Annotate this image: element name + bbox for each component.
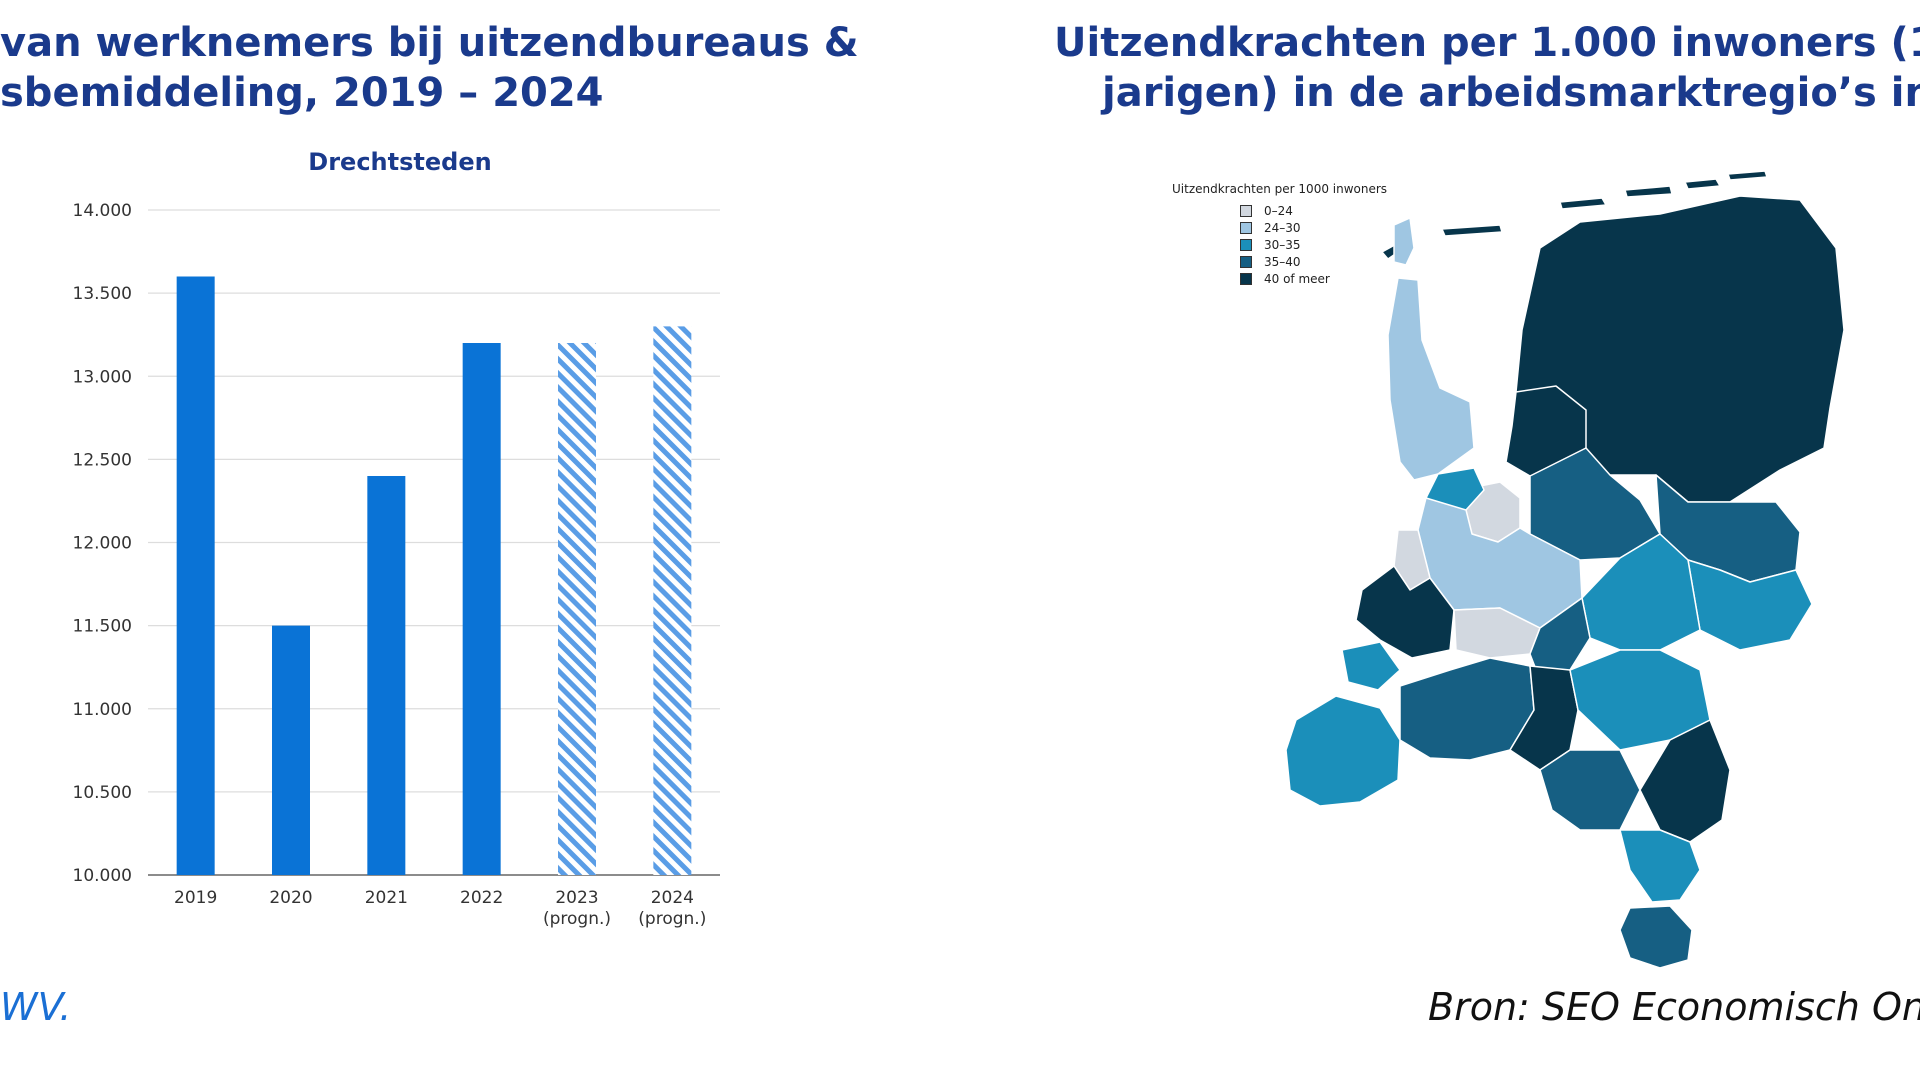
y-tick-label: 12.000 xyxy=(73,534,132,554)
left-heading-line-1: van werknemers bij uitzendbureaus & xyxy=(0,20,859,66)
legend-label: 30–35 xyxy=(1264,237,1301,252)
netherlands-region-map xyxy=(1285,170,1845,969)
legend-swatch-35-40 xyxy=(1240,255,1252,268)
legend-item-40-plus: 40 of meer xyxy=(1172,270,1387,287)
x-tick-label: 2021 xyxy=(365,888,408,908)
legend-label: 35–40 xyxy=(1264,254,1301,269)
legend-label: 24–30 xyxy=(1264,220,1301,235)
x-tick-sublabel: (progn.) xyxy=(543,909,611,929)
legend-title: Uitzendkrachten per 1000 inwoners xyxy=(1172,182,1388,196)
x-tick-label: 2023 xyxy=(555,888,598,908)
categories-layer: 2019 2020 2021 2022 2023(progn.)2024(progn.) xyxy=(174,888,706,929)
legend-label: 40 of meer xyxy=(1264,271,1330,286)
right-heading-line-2: jarigen) in de arbeidsmarktregio’s in xyxy=(1102,70,1920,116)
y-tick-label: 13.000 xyxy=(73,367,132,387)
map-zeeland xyxy=(1285,641,1401,807)
map-south-east-brabant xyxy=(1539,749,1641,831)
bars-layer xyxy=(176,276,692,875)
right-source-text: Bron: SEO Economisch Onde xyxy=(1428,985,1920,1029)
legend-item-35-40: 35–40 xyxy=(1172,253,1387,270)
map-south-limburg xyxy=(1619,905,1693,969)
y-tick-label: 10.000 xyxy=(73,866,132,886)
x-tick-label: 2019 xyxy=(174,888,217,908)
bar-2022 xyxy=(462,343,501,875)
bar-forecast-2024 xyxy=(653,326,692,875)
right-heading-line-1: Uitzendkrachten per 1.000 inwoners (1 xyxy=(1054,20,1920,66)
map-achterhoek xyxy=(1687,559,1813,651)
map-middle-limburg xyxy=(1619,829,1701,903)
y-tick-label: 11.000 xyxy=(73,700,132,720)
ticks-layer: 10.000 10.500 11.000 11.500 12.000 12.500 13.0… xyxy=(73,201,132,886)
x-tick-label: 2020 xyxy=(269,888,312,908)
left-source-text: WV. xyxy=(0,985,72,1029)
y-tick-label: 12.500 xyxy=(73,450,132,470)
chart-title: Drechtsteden xyxy=(308,148,491,176)
y-tick-label: 13.500 xyxy=(73,284,132,304)
map-north-holland xyxy=(1387,277,1475,481)
legend-swatch-0-24 xyxy=(1240,204,1252,217)
map-north-limburg xyxy=(1639,719,1731,843)
map-wadden-islands xyxy=(1381,170,1768,260)
y-tick-label: 14.000 xyxy=(73,201,132,221)
legend-swatch-24-30 xyxy=(1240,221,1252,234)
legend-item-0-24: 0–24 xyxy=(1172,202,1387,219)
map-legend: Uitzendkrachten per 1000 inwoners 0–24 2… xyxy=(1172,182,1387,287)
left-chart-heading: van werknemers bij uitzendbureaus & sbem… xyxy=(0,18,859,118)
legend-label: 0–24 xyxy=(1264,203,1293,218)
x-tick-label: 2022 xyxy=(460,888,503,908)
legend-swatch-40-plus xyxy=(1240,272,1252,285)
map-gelderland-south xyxy=(1581,533,1701,651)
right-map-heading: Uitzendkrachten per 1.000 inwoners (1 ja… xyxy=(1054,18,1920,118)
bar-2021 xyxy=(367,476,406,875)
bar-2019 xyxy=(176,276,215,875)
legend-item-30-35: 30–35 xyxy=(1172,236,1387,253)
map-texel xyxy=(1393,217,1415,266)
x-tick-label: 2024 xyxy=(651,888,694,908)
y-tick-label: 10.500 xyxy=(73,783,132,803)
legend-swatch-30-35 xyxy=(1240,238,1252,251)
legend-item-24-30: 24–30 xyxy=(1172,219,1387,236)
left-heading-line-2: sbemiddeling, 2019 – 2024 xyxy=(0,70,604,116)
bar-chart: Drechtsteden 10.000 10.500 11.000 11.500 12.… xyxy=(73,148,720,929)
map-rijnmond xyxy=(1355,565,1455,659)
y-tick-label: 11.500 xyxy=(73,617,132,637)
grid-layer xyxy=(148,209,720,876)
x-tick-sublabel: (progn.) xyxy=(638,909,706,929)
bar-2020 xyxy=(272,625,310,875)
bar-forecast-2023 xyxy=(558,343,596,875)
